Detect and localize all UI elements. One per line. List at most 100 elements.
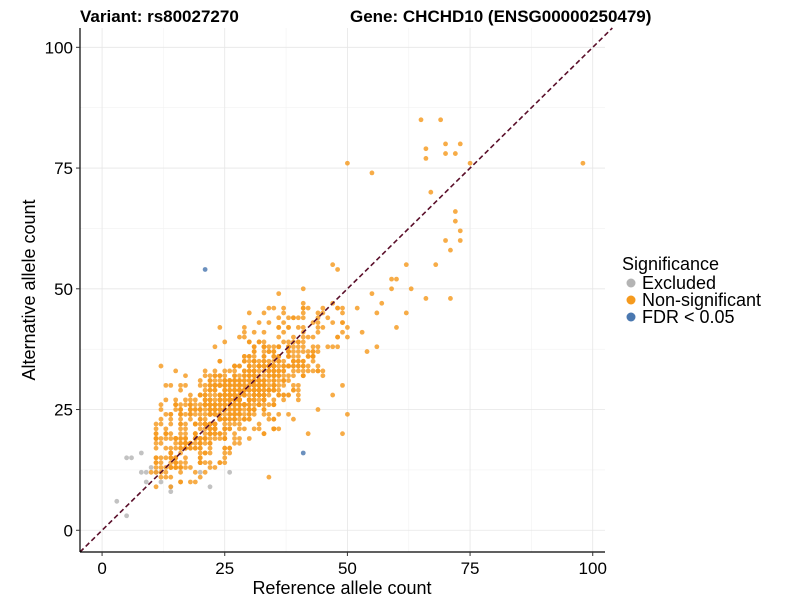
point-non-significant — [443, 141, 448, 147]
point-non-significant — [148, 469, 154, 475]
point-non-significant — [281, 310, 287, 316]
point-non-significant — [295, 363, 301, 369]
point-non-significant — [276, 291, 282, 297]
point-non-significant — [281, 358, 287, 364]
point-non-significant — [207, 378, 213, 383]
point-excluded — [207, 484, 213, 490]
point-non-significant — [237, 387, 242, 393]
point-non-significant — [212, 368, 218, 374]
point-non-significant — [256, 358, 262, 364]
point-non-significant — [281, 382, 287, 388]
point-non-significant — [212, 411, 218, 417]
y-tick-label: 75 — [54, 159, 73, 178]
point-non-significant — [178, 421, 183, 427]
point-non-significant — [212, 382, 218, 388]
point-non-significant — [580, 160, 586, 166]
point-non-significant — [227, 392, 233, 398]
point-non-significant — [251, 402, 257, 408]
point-non-significant — [286, 315, 291, 321]
point-non-significant — [212, 407, 218, 412]
legend-label-fdr: FDR < 0.05 — [642, 307, 735, 327]
point-non-significant — [256, 382, 262, 388]
point-non-significant — [310, 358, 316, 364]
point-non-significant — [266, 402, 272, 408]
point-fdr-0-05 — [202, 267, 208, 272]
point-non-significant — [374, 310, 380, 316]
point-non-significant — [197, 445, 203, 451]
point-non-significant — [207, 465, 213, 470]
point-non-significant — [266, 416, 272, 422]
point-non-significant — [438, 117, 444, 123]
point-non-significant — [227, 407, 233, 412]
point-non-significant — [266, 387, 272, 393]
point-non-significant — [202, 450, 208, 456]
point-non-significant — [207, 450, 213, 456]
point-non-significant — [246, 354, 252, 359]
point-non-significant — [237, 416, 242, 422]
point-non-significant — [281, 305, 287, 311]
point-non-significant — [202, 436, 208, 441]
point-non-significant — [251, 373, 257, 379]
point-non-significant — [168, 411, 174, 417]
grid — [80, 28, 605, 552]
point-non-significant — [153, 426, 159, 432]
point-non-significant — [227, 387, 233, 393]
point-non-significant — [340, 310, 345, 316]
point-non-significant — [237, 411, 242, 417]
point-non-significant — [300, 344, 306, 350]
point-non-significant — [163, 382, 169, 388]
point-non-significant — [315, 329, 321, 335]
point-non-significant — [202, 407, 208, 412]
point-non-significant — [261, 329, 267, 335]
point-non-significant — [187, 465, 193, 470]
point-non-significant — [222, 450, 228, 456]
point-non-significant — [217, 416, 223, 422]
point-non-significant — [178, 402, 183, 408]
point-non-significant — [232, 436, 237, 441]
point-non-significant — [202, 368, 208, 374]
point-non-significant — [256, 402, 262, 408]
point-non-significant — [178, 382, 183, 388]
point-non-significant — [389, 276, 394, 282]
point-non-significant — [271, 378, 277, 383]
legend-key-excluded — [626, 278, 636, 288]
chart-title-gene: Gene: CHCHD10 (ENSG00000250479) — [350, 7, 651, 26]
point-non-significant — [153, 484, 159, 490]
point-non-significant — [187, 392, 193, 398]
point-non-significant — [281, 397, 287, 403]
point-non-significant — [340, 320, 345, 325]
point-non-significant — [325, 315, 331, 321]
point-non-significant — [202, 397, 208, 403]
point-non-significant — [256, 378, 262, 383]
point-non-significant — [261, 378, 267, 383]
point-non-significant — [295, 387, 301, 393]
point-non-significant — [335, 305, 340, 311]
legend-title: Significance — [622, 254, 719, 274]
point-non-significant — [173, 397, 179, 403]
point-non-significant — [281, 373, 287, 379]
point-non-significant — [153, 445, 159, 451]
point-non-significant — [222, 426, 228, 432]
point-non-significant — [207, 382, 213, 388]
point-non-significant — [158, 407, 164, 412]
point-non-significant — [266, 305, 272, 311]
point-non-significant — [158, 460, 164, 466]
point-non-significant — [222, 339, 228, 345]
point-non-significant — [217, 382, 223, 388]
point-non-significant — [286, 363, 291, 369]
point-non-significant — [158, 440, 164, 446]
point-excluded — [143, 469, 149, 475]
point-non-significant — [178, 445, 183, 451]
point-non-significant — [281, 368, 287, 374]
point-non-significant — [276, 368, 282, 374]
point-non-significant — [217, 378, 223, 383]
point-non-significant — [305, 305, 311, 311]
point-non-significant — [217, 460, 223, 466]
point-non-significant — [266, 320, 272, 325]
point-non-significant — [452, 209, 458, 214]
point-non-significant — [192, 469, 198, 475]
point-excluded — [227, 469, 233, 475]
point-non-significant — [251, 368, 257, 374]
point-non-significant — [291, 382, 296, 388]
